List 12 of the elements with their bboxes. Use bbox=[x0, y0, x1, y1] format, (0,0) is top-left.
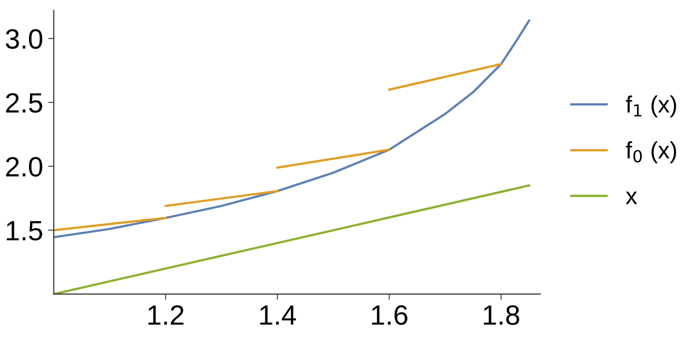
legend-label: f$_{0}$ (x) bbox=[626, 141, 676, 164]
y-tick-label: 1.5 bbox=[6, 221, 42, 241]
y-tick-label: 2.0 bbox=[6, 156, 42, 177]
x-tick-label: 1.8 bbox=[484, 305, 520, 325]
line-series bbox=[54, 19, 530, 238]
x-tick-label: 1.6 bbox=[372, 305, 408, 325]
y-tick-label: 3.0 bbox=[6, 29, 42, 49]
legend-label: x bbox=[626, 192, 638, 204]
x-tick-label: 1.2 bbox=[148, 305, 184, 325]
y-tick-label: 2.5 bbox=[6, 93, 42, 113]
x-tick-label: 1.4 bbox=[260, 306, 296, 325]
legend-label: f$_{1}$ (x) bbox=[626, 95, 676, 118]
